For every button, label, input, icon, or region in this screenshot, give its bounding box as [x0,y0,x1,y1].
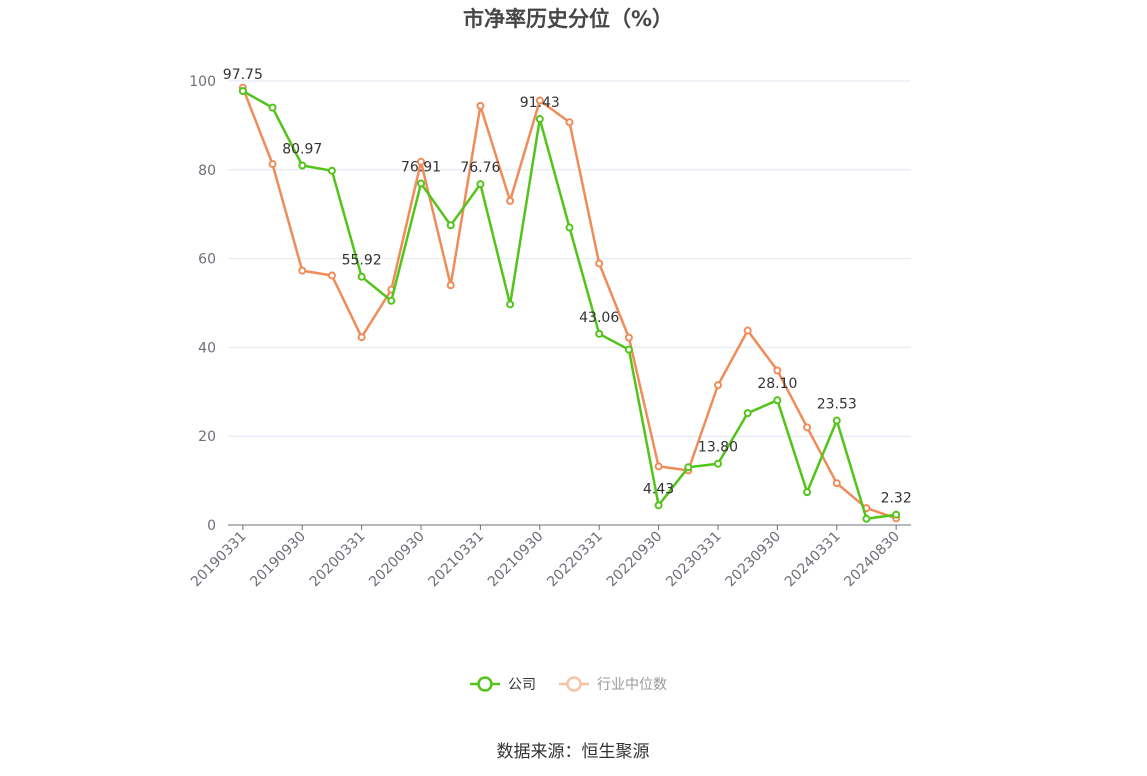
series-layer [238,83,901,523]
data-point [624,333,633,342]
x-tick-label: 20240331 [782,529,844,591]
data-label: 28.10 [757,376,797,392]
grid-lines [228,80,911,437]
legend[interactable]: 公司 行业中位数 [470,676,667,693]
data-point [773,366,782,375]
data-point [357,272,366,281]
data-point [654,462,663,471]
data-point [238,86,247,95]
legend-item[interactable]: 公司 [470,676,536,693]
legend-marker [566,676,582,692]
data-point [654,501,663,510]
data-point [268,103,277,112]
data-point [535,96,544,105]
data-point [298,161,307,170]
data-label: 97.75 [223,67,263,83]
x-tick-label: 20220331 [544,529,606,591]
data-point [327,271,336,280]
data-point [684,463,693,472]
data-point [565,223,574,232]
data-point [624,345,633,354]
data-label: 55.92 [342,253,382,269]
y-axis: 0 20 40 60 80 100 [189,74,216,534]
y-tick-label: 60 [198,252,216,268]
data-point [535,115,544,124]
data-point [803,423,812,432]
data-point [417,179,426,188]
data-point [832,416,841,425]
legend-label: 行业中位数 [597,677,667,693]
x-tick-label: 20190930 [247,529,309,591]
x-tick-label: 20210930 [485,529,547,591]
data-point [595,329,604,338]
data-label: 76.91 [401,160,441,176]
data-label: 80.97 [282,141,322,157]
data-point [268,160,277,169]
series-line-0 [242,89,897,521]
data-point [595,259,604,268]
source-text: 数据来源：恒生聚源 [497,742,650,762]
data-point [417,157,426,166]
data-label: 2.32 [881,491,912,507]
data-point [446,221,455,230]
x-tick-label: 20230930 [722,529,784,591]
data-point [476,180,485,189]
x-axis: 2019033120190930202003312020093020210331… [188,524,911,591]
x-tick-label: 20210331 [426,529,488,591]
x-tick-label: 20200930 [366,529,428,591]
y-tick-label: 100 [189,74,216,90]
data-point [743,409,752,418]
data-point [713,459,722,468]
y-tick-label: 0 [207,518,216,534]
data-point [803,488,812,497]
x-tick-label: 20230331 [663,529,725,591]
y-tick-label: 20 [198,429,216,445]
data-point [327,166,336,175]
legend-label: 公司 [508,677,536,693]
legend-marker [477,676,493,692]
series-line-1 [241,87,897,520]
data-point [476,101,485,110]
data-point [862,514,871,523]
x-tick-label: 20190331 [188,529,250,591]
x-tick-label: 20240830 [841,529,903,591]
data-label: 4.43 [643,481,674,497]
data-point [446,281,455,290]
data-point [506,300,515,309]
y-tick-label: 40 [198,340,216,356]
data-point [713,381,722,390]
data-point [298,266,307,275]
x-tick-label: 20220930 [604,529,666,591]
data-label: 43.06 [579,310,619,326]
data-label: 23.53 [817,397,857,413]
data-point [565,118,574,127]
data-point [387,296,396,305]
data-label: 76.76 [460,160,500,176]
y-tick-label: 80 [198,163,216,179]
data-label: 13.80 [698,440,738,456]
data-labels: 97.75 80.97 55.92 76.91 76.76 91.43 43.06 4.43 1… [223,67,912,507]
x-tick-label: 20200331 [307,529,369,591]
data-point [832,479,841,488]
data-point [773,396,782,405]
data-point [892,510,901,519]
data-label: 91.43 [520,95,560,111]
chart-title: 市净率历史分位（%） [463,7,673,31]
data-point [743,326,752,335]
legend-item[interactable]: 行业中位数 [559,676,667,693]
data-point [506,196,515,205]
data-point [357,333,366,342]
